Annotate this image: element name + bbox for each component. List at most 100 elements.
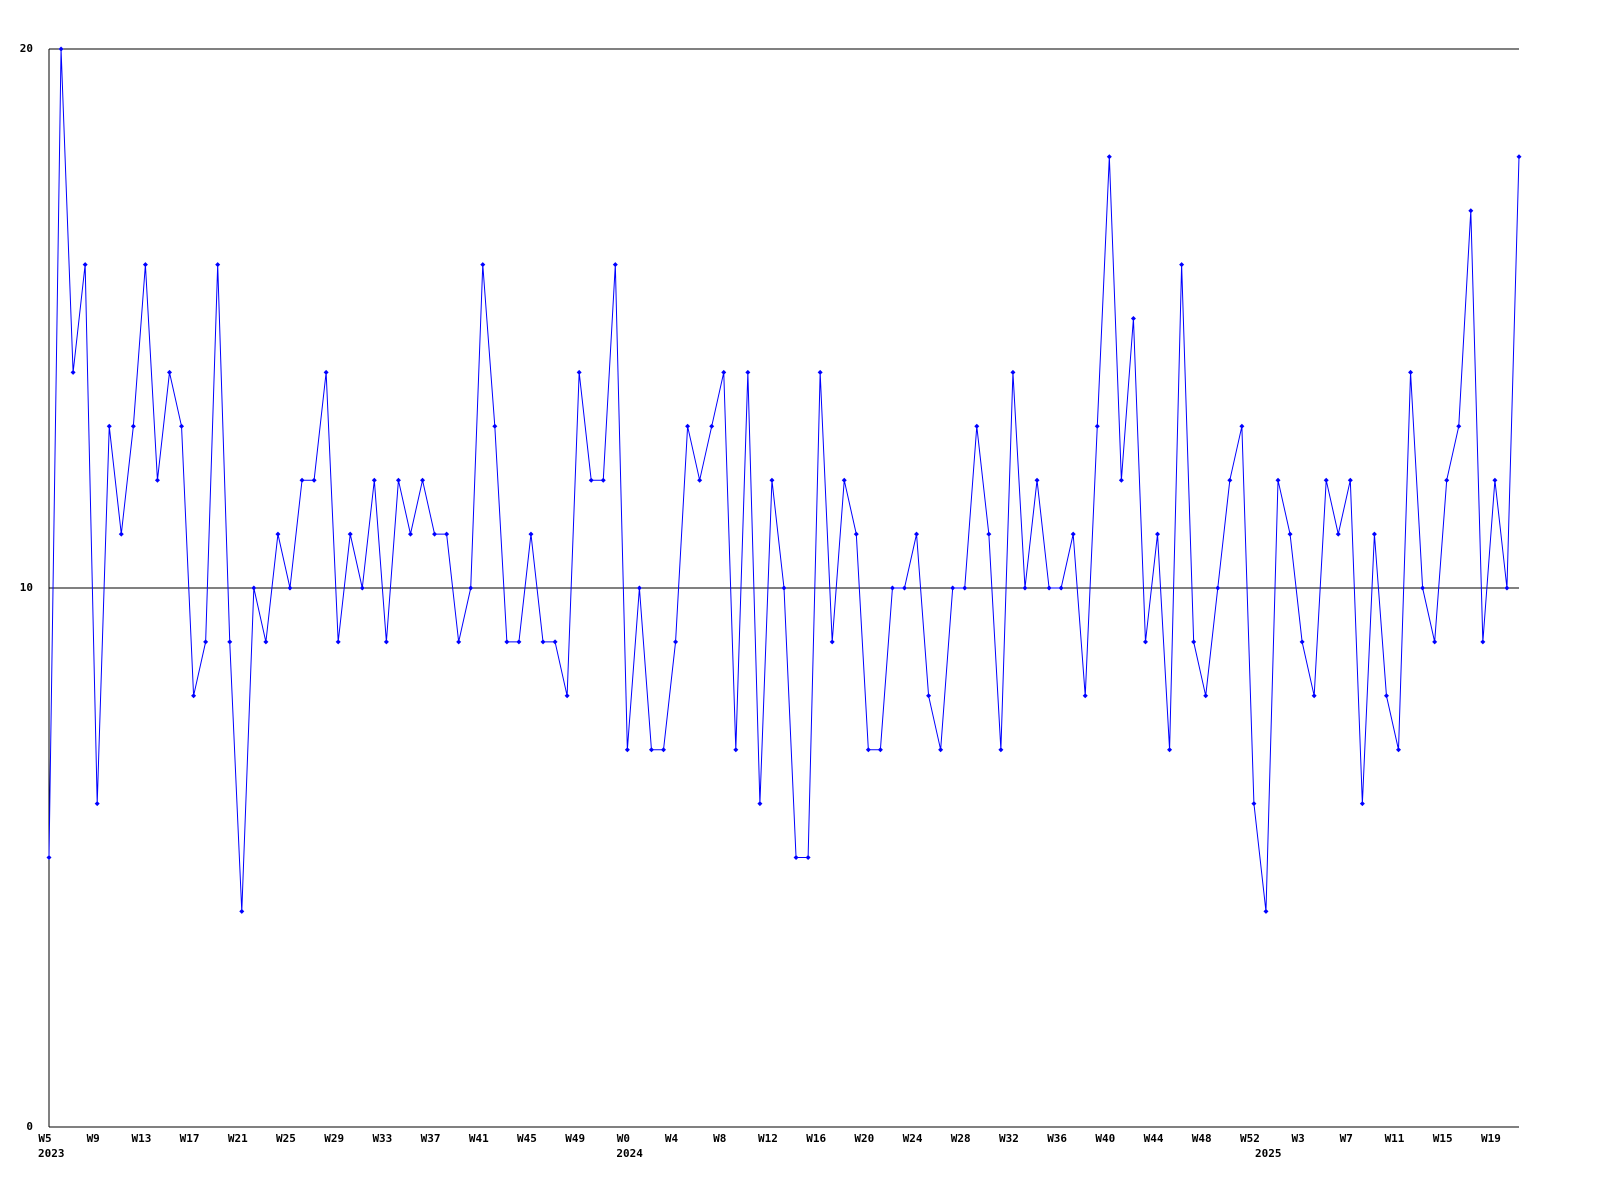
point — [1444, 477, 1450, 483]
point — [166, 369, 172, 375]
point — [275, 531, 281, 537]
point — [1420, 585, 1426, 591]
point — [709, 423, 715, 429]
point — [154, 477, 160, 483]
point — [1263, 908, 1269, 914]
point — [359, 585, 365, 591]
point — [1456, 423, 1462, 429]
point — [1022, 585, 1028, 591]
point — [745, 369, 751, 375]
point — [58, 46, 64, 52]
point — [769, 477, 775, 483]
point — [1287, 531, 1293, 537]
point — [191, 693, 197, 699]
point — [1142, 639, 1148, 645]
x-tick-label: W29 — [324, 1132, 344, 1145]
point — [383, 639, 389, 645]
point — [1106, 154, 1112, 160]
point — [1130, 316, 1136, 321]
x-tick-label: W16 — [806, 1132, 826, 1145]
line — [48, 48, 1520, 912]
point — [456, 639, 462, 645]
x-tick-label: W20 — [854, 1132, 874, 1145]
x-tick-label: W25 — [276, 1132, 296, 1145]
point — [1191, 639, 1197, 645]
point — [1299, 639, 1305, 645]
point — [1408, 369, 1414, 375]
x-tick-label: W19 — [1481, 1132, 1501, 1145]
point — [215, 262, 221, 268]
point — [1275, 477, 1281, 483]
point — [335, 639, 341, 645]
point — [1359, 801, 1365, 807]
point — [805, 855, 811, 860]
x-tick-label: W3 — [1291, 1132, 1304, 1145]
x-tick-label: W17 — [180, 1132, 200, 1145]
point — [516, 639, 522, 645]
point — [600, 477, 606, 483]
point — [962, 585, 968, 591]
point — [1227, 477, 1233, 483]
x-tick-label: W24 — [903, 1132, 923, 1145]
point — [70, 369, 76, 375]
point — [781, 585, 787, 591]
point — [1347, 477, 1353, 483]
year-label: 2023 — [38, 1147, 65, 1160]
point — [721, 369, 727, 375]
point — [624, 747, 630, 753]
y-tick-label: 20 — [20, 42, 33, 55]
point — [757, 801, 763, 807]
x-tick-label: W13 — [131, 1132, 151, 1145]
year-label: 2025 — [1255, 1147, 1282, 1160]
point — [1239, 423, 1245, 429]
point — [118, 531, 124, 537]
x-tick-label: W8 — [713, 1132, 726, 1145]
point — [697, 477, 703, 483]
point — [1371, 531, 1377, 537]
point — [793, 855, 799, 860]
point — [853, 531, 859, 537]
point — [1167, 747, 1173, 753]
point — [227, 639, 233, 645]
point — [1335, 531, 1341, 537]
point — [636, 585, 642, 591]
point — [395, 477, 401, 483]
point — [1046, 585, 1052, 591]
point — [287, 585, 293, 591]
point — [480, 262, 486, 268]
point — [1468, 208, 1474, 214]
point — [82, 262, 88, 268]
point — [1058, 585, 1064, 591]
x-tick-label: W36 — [1047, 1132, 1067, 1145]
point — [540, 639, 546, 645]
point — [889, 585, 895, 591]
point — [1492, 477, 1498, 483]
point — [1311, 693, 1317, 699]
point — [444, 531, 450, 537]
y-tick-label: 10 — [20, 581, 33, 594]
x-tick-label: W41 — [469, 1132, 489, 1145]
point — [1480, 639, 1486, 645]
x-tick-label: W21 — [228, 1132, 248, 1145]
x-tick-label: W0 — [617, 1132, 630, 1145]
point — [407, 531, 413, 537]
point — [1383, 693, 1389, 699]
x-tick-label: W32 — [999, 1132, 1019, 1145]
point — [1203, 693, 1209, 699]
point — [142, 262, 148, 268]
point — [528, 531, 534, 537]
point — [576, 369, 582, 375]
point — [661, 747, 667, 753]
point — [299, 477, 305, 483]
point — [865, 747, 871, 753]
point — [1034, 477, 1040, 483]
point — [323, 369, 329, 375]
x-tick-label: W4 — [665, 1132, 679, 1145]
point — [926, 693, 932, 699]
point — [588, 477, 594, 483]
point — [1516, 154, 1522, 160]
point — [733, 747, 739, 753]
x-tick-label: W15 — [1433, 1132, 1453, 1145]
